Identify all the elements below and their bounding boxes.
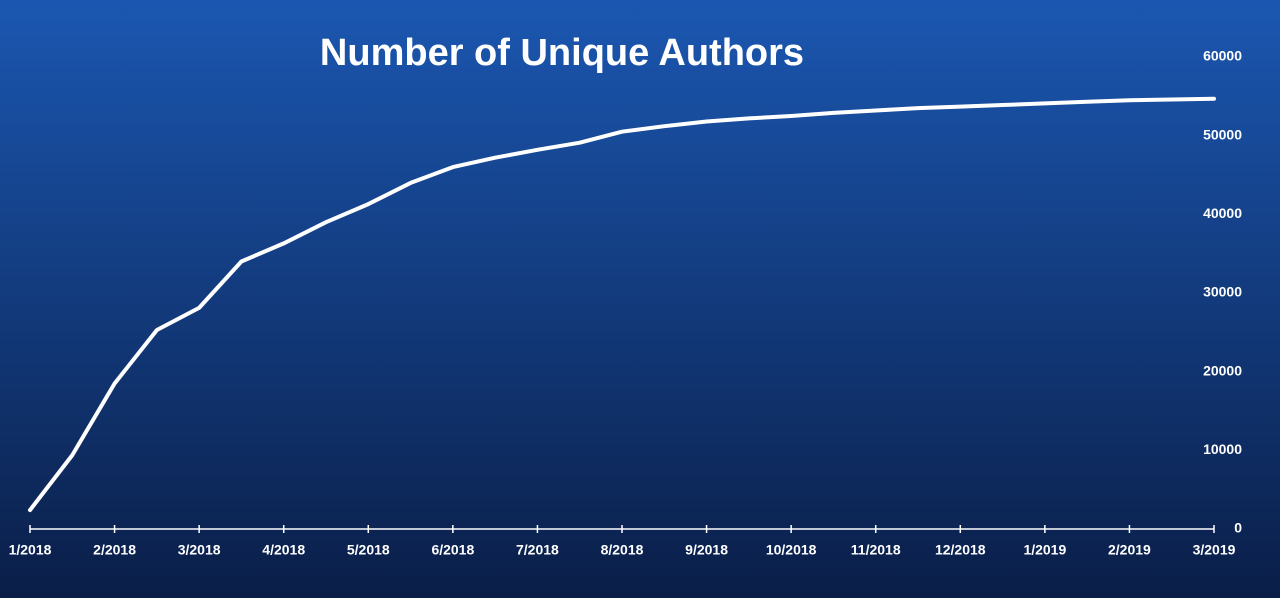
data-line: [28, 96, 1216, 513]
x-tick-label: 2/2019: [1108, 542, 1151, 558]
x-tick-label: 3/2019: [1193, 542, 1236, 558]
x-tick-label: 8/2018: [601, 542, 644, 558]
y-tick-label: 50000: [1203, 126, 1242, 142]
chart-title: Number of Unique Authors: [320, 32, 804, 74]
y-tick-label: 40000: [1203, 205, 1242, 221]
y-tick-label: 30000: [1203, 284, 1242, 300]
x-tick-label: 1/2019: [1023, 542, 1066, 558]
x-tick-label: 11/2018: [851, 542, 901, 558]
x-tick-label: 7/2018: [516, 542, 559, 558]
x-tick-label: 9/2018: [685, 542, 728, 558]
y-tick-label: 10000: [1203, 441, 1242, 457]
x-tick-label: 4/2018: [262, 542, 305, 558]
x-tick-label: 6/2018: [431, 542, 474, 558]
y-tick-label: 60000: [1203, 48, 1242, 64]
x-tick-label: 1/2018: [9, 542, 52, 558]
x-tick-label: 2/2018: [93, 542, 136, 558]
x-tick-label: 5/2018: [347, 542, 390, 558]
x-tick-label: 3/2018: [178, 542, 221, 558]
x-tick-label: 12/2018: [935, 542, 986, 558]
y-tick-label: 20000: [1203, 362, 1242, 378]
y-tick-label: 0: [1234, 520, 1242, 536]
x-tick-label: 10/2018: [766, 542, 817, 558]
